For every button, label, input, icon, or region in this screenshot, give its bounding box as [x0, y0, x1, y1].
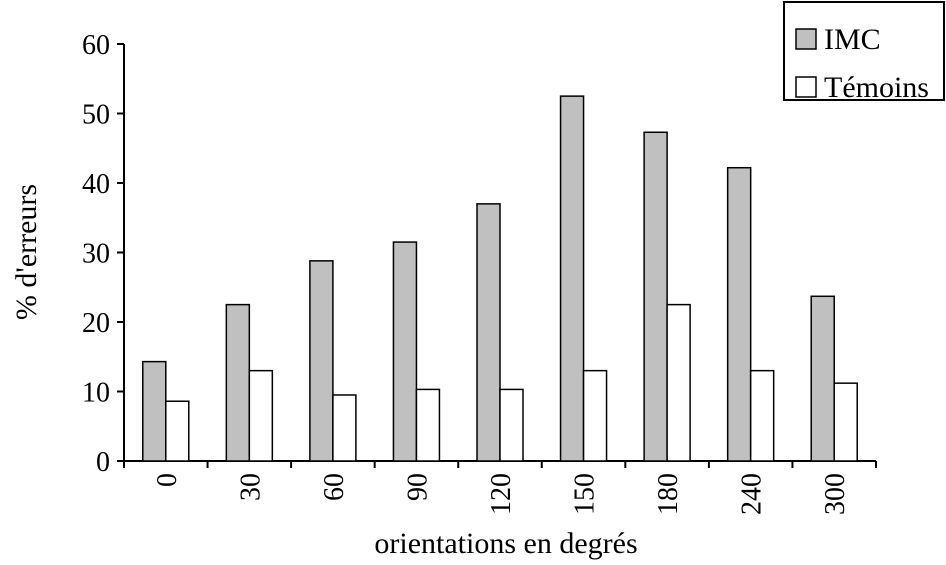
y-tick-label: 60 [82, 30, 110, 61]
bar-temoins [248, 369, 274, 462]
bars [142, 95, 858, 462]
bar-imc [225, 303, 251, 462]
legend-swatch-imc [795, 28, 817, 50]
bar-imc [810, 295, 835, 462]
bar-temoins [666, 303, 691, 462]
y-tick-label: 20 [82, 308, 110, 339]
x-tick-label: 90 [402, 473, 433, 501]
bar-imc [392, 241, 418, 462]
bar-temoins [415, 388, 441, 462]
bar-imc [476, 203, 501, 462]
legend: IMC Témoins [783, 1, 945, 104]
bar-temoins [165, 400, 190, 462]
y-tick-label: 0 [96, 447, 110, 478]
bar-temoins [749, 369, 775, 462]
x-tick-label: 30 [235, 473, 266, 501]
bar-temoins [332, 394, 357, 462]
bar-temoins [582, 369, 608, 462]
legend-label-imc: IMC [824, 23, 881, 56]
plot-area: 0 10 20 30 40 50 60 0 30 60 90 120 150 180 240 300 [82, 30, 877, 515]
bar-imc [309, 260, 334, 462]
y-tick-label: 10 [82, 378, 110, 409]
x-tick-label: 180 [653, 473, 684, 515]
legend-swatch-temoins [795, 76, 817, 98]
y-tick-label: 30 [82, 239, 110, 270]
x-tick-label: 0 [152, 473, 183, 487]
y-axis-ticks: 0 10 20 30 40 50 60 [82, 30, 124, 478]
bar-temoins [833, 382, 858, 462]
x-tick-label: 150 [570, 473, 601, 515]
legend-label-temoins: Témoins [824, 71, 929, 104]
y-tick-label: 40 [82, 169, 110, 200]
bar-imc [643, 131, 668, 462]
x-axis-ticks: 0 30 60 90 120 150 180 240 300 [123, 461, 877, 515]
x-tick-label: 240 [737, 473, 768, 515]
x-tick-label: 120 [486, 473, 517, 515]
y-tick-label: 50 [82, 100, 110, 131]
bar-imc [559, 95, 585, 462]
bar-imc [726, 166, 752, 462]
y-axis-title: % d'erreurs [10, 184, 43, 320]
x-tick-label: 60 [319, 473, 350, 501]
x-tick-label: 300 [820, 473, 851, 515]
bar-temoins [499, 388, 524, 462]
x-axis-title: orientations en degrés [374, 527, 637, 560]
bar-imc [142, 360, 167, 462]
